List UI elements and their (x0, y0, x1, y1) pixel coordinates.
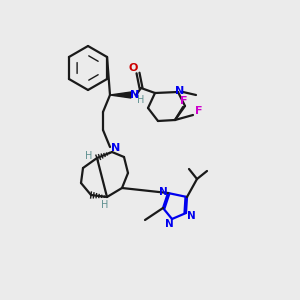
Text: N: N (165, 219, 173, 229)
Text: N: N (130, 90, 140, 100)
Text: N: N (159, 187, 167, 197)
Text: F: F (180, 96, 188, 106)
Text: H: H (137, 95, 145, 105)
Text: N: N (111, 143, 121, 153)
Polygon shape (110, 92, 131, 98)
Text: N: N (176, 86, 184, 96)
Text: F: F (195, 106, 203, 116)
Text: N: N (187, 211, 195, 221)
Text: H: H (101, 200, 109, 210)
Text: H: H (85, 151, 93, 161)
Text: O: O (128, 63, 138, 73)
